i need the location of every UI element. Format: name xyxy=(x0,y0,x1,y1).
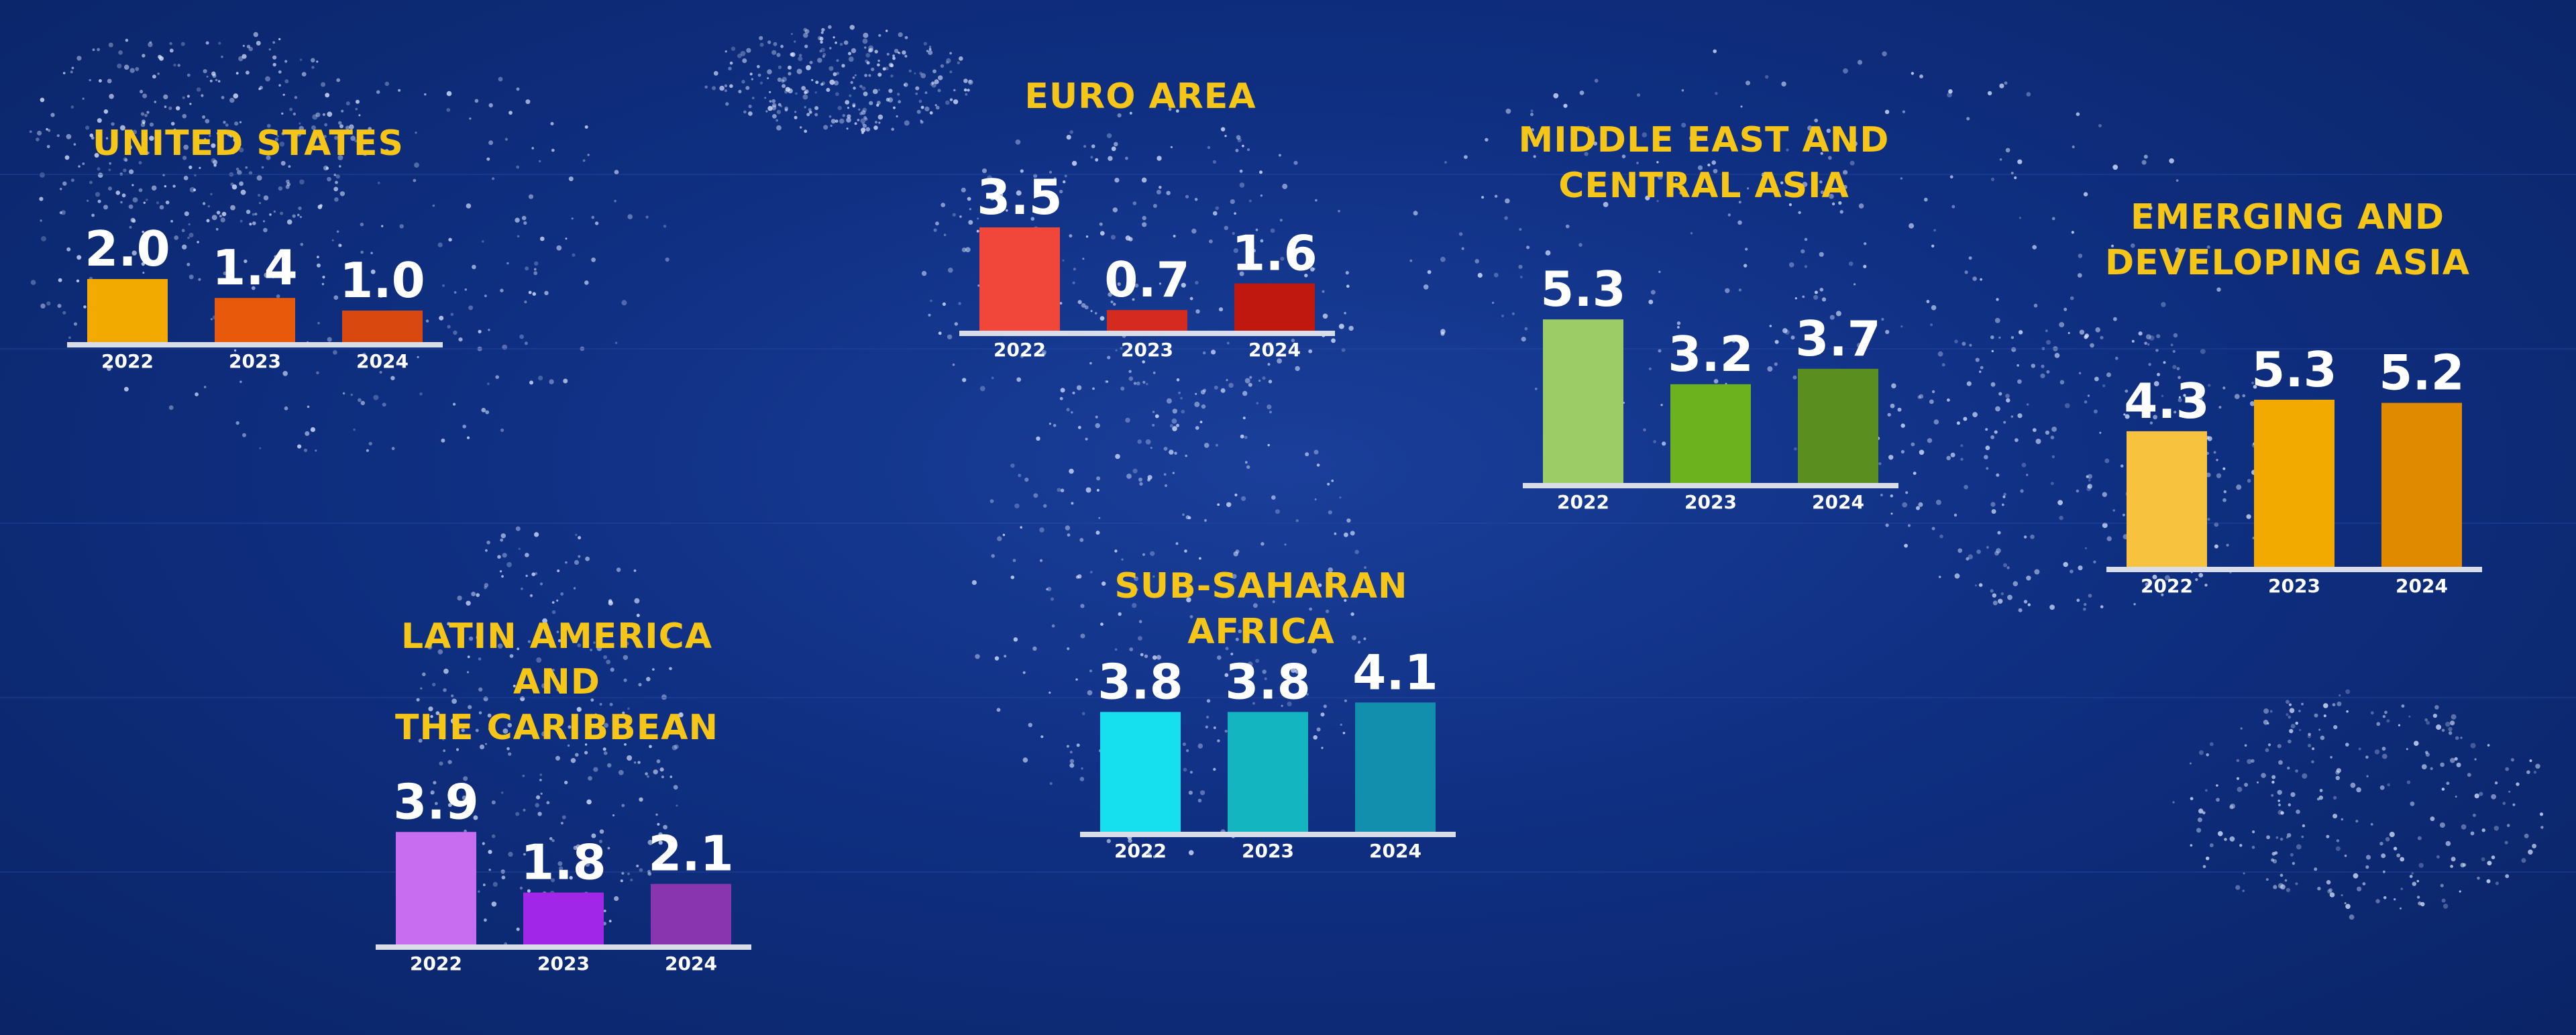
year-label: 2024 xyxy=(1369,840,1421,862)
bar-2022 xyxy=(1100,712,1181,832)
value-label: 4.1 xyxy=(1352,644,1438,700)
chart-emerging-developing-asia: EMERGING AND DEVELOPING ASIA 4.3 2022 5.3 2… xyxy=(2093,195,2482,604)
chart-title: EURO AREA xyxy=(1024,76,1256,117)
year-label: 2023 xyxy=(2268,575,2320,597)
value-label: 2.0 xyxy=(85,221,170,277)
chart-title: EMERGING AND DEVELOPING ASIA xyxy=(2105,197,2470,283)
baseline xyxy=(376,944,751,950)
bar-2023 xyxy=(523,892,604,944)
value-label: 5.3 xyxy=(2251,341,2337,398)
bar-2022 xyxy=(1543,319,1623,483)
year-label: 2023 xyxy=(229,350,281,372)
value-label: 4.3 xyxy=(2124,373,2210,429)
bar-2023 xyxy=(215,298,295,342)
bar-2024 xyxy=(651,883,731,944)
year-label: 2022 xyxy=(1557,491,1609,513)
year-label: 2022 xyxy=(1114,840,1167,862)
year-label: 2024 xyxy=(1812,491,1864,513)
bar-2023 xyxy=(1107,310,1187,331)
bar-2022 xyxy=(979,227,1060,331)
value-label: 3.2 xyxy=(1668,326,1754,382)
value-label: 3.9 xyxy=(393,773,479,830)
value-label: 1.4 xyxy=(212,239,298,296)
value-label: 5.3 xyxy=(1540,261,1626,317)
baseline xyxy=(1080,832,1456,837)
baseline xyxy=(2106,567,2482,572)
value-label: 3.8 xyxy=(1225,653,1311,710)
year-label: 2024 xyxy=(1248,339,1301,361)
chart-euro-area: EURO AREA 3.5 2022 0.7 2023 1.6 2024 xyxy=(946,74,1335,376)
chart-title: SUB-SAHARAN AFRICA xyxy=(1114,566,1408,652)
baseline xyxy=(959,331,1335,336)
baseline xyxy=(67,342,443,347)
chart-latin-america-caribbean: LATIN AMERICA AND THE CARIBBEAN 3.9 2022 1… xyxy=(362,614,751,989)
value-label: 3.8 xyxy=(1097,653,1183,710)
value-label: 5.2 xyxy=(2379,345,2465,401)
chart-plot: 4.3 2022 5.3 2023 5.2 2024 xyxy=(2106,341,2482,597)
chart-united-states: UNITED STATES 2.0 2022 1.4 2023 1.0 2024 xyxy=(54,121,443,376)
chart-middle-east-central-asia: MIDDLE EAST AND CENTRAL ASIA 5.3 2022 3.2 2… xyxy=(1509,117,1898,520)
bar-2024 xyxy=(2381,402,2462,567)
bar-2023 xyxy=(2254,399,2334,567)
year-label: 2022 xyxy=(101,350,154,372)
bar-2024 xyxy=(1798,368,1878,483)
bar-2024 xyxy=(342,311,423,342)
bar-2023 xyxy=(1670,384,1751,483)
value-label: 1.0 xyxy=(339,252,425,309)
value-label: 1.8 xyxy=(521,834,606,891)
value-label: 3.5 xyxy=(977,169,1063,225)
value-label: 2.1 xyxy=(648,826,734,882)
bar-2024 xyxy=(1355,702,1436,832)
year-label: 2023 xyxy=(1684,491,1737,513)
value-label: 3.7 xyxy=(1795,311,1881,367)
value-label: 0.7 xyxy=(1104,252,1190,308)
year-label: 2024 xyxy=(2396,575,2448,597)
bar-2024 xyxy=(1234,283,1315,331)
year-label: 2023 xyxy=(537,952,590,975)
bar-2023 xyxy=(1228,712,1308,832)
year-label: 2023 xyxy=(1242,840,1294,862)
chart-plot: 2.0 2022 1.4 2023 1.0 2024 xyxy=(67,221,443,372)
chart-plot: 3.5 2022 0.7 2023 1.6 2024 xyxy=(959,169,1335,361)
year-label: 2022 xyxy=(994,339,1046,361)
chart-title: UNITED STATES xyxy=(93,123,404,164)
chart-title: MIDDLE EAST AND CENTRAL ASIA xyxy=(1518,120,1890,206)
year-label: 2022 xyxy=(2141,575,2193,597)
chart-sub-saharan-africa: SUB-SAHARAN AFRICA 3.8 2022 3.8 2023 4.1 2024 xyxy=(1067,563,1456,872)
value-label: 1.6 xyxy=(1232,225,1318,282)
chart-plot: 5.3 2022 3.2 2023 3.7 2024 xyxy=(1523,261,1898,513)
chart-plot: 3.9 2022 1.8 2023 2.1 2024 xyxy=(376,773,751,975)
bar-2022 xyxy=(87,279,168,342)
year-label: 2024 xyxy=(356,350,409,372)
year-label: 2022 xyxy=(410,952,462,975)
baseline xyxy=(1523,483,1898,488)
year-label: 2024 xyxy=(665,952,717,975)
bar-2022 xyxy=(2127,431,2207,567)
chart-plot: 3.8 2022 3.8 2023 4.1 2024 xyxy=(1080,644,1456,862)
bar-2022 xyxy=(396,832,476,944)
chart-title: LATIN AMERICA AND THE CARIBBEAN xyxy=(395,616,718,748)
year-label: 2023 xyxy=(1121,339,1173,361)
